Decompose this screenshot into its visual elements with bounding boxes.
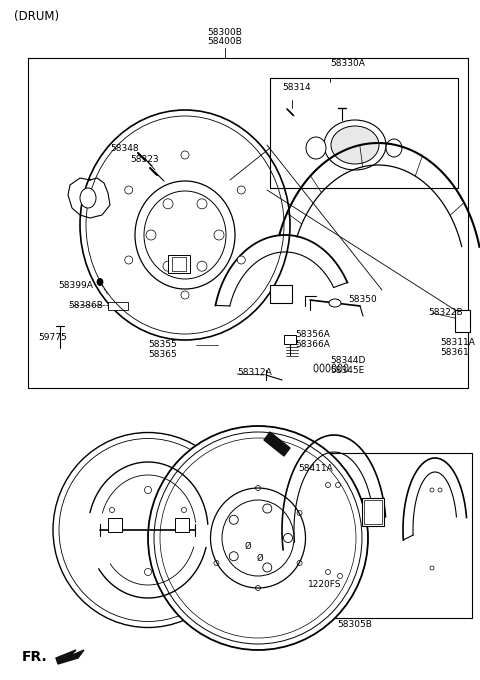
Ellipse shape [331,126,379,164]
Text: 58330A: 58330A [330,59,365,68]
Ellipse shape [263,563,272,572]
Polygon shape [264,432,290,456]
Text: 58322B: 58322B [428,308,463,317]
Text: 58312A: 58312A [237,368,272,377]
Ellipse shape [306,137,326,159]
Text: 58323: 58323 [130,155,158,164]
Ellipse shape [125,186,132,194]
Ellipse shape [229,551,238,561]
Ellipse shape [181,151,189,159]
Ellipse shape [237,256,245,264]
Text: 58348: 58348 [110,144,139,153]
Ellipse shape [329,299,341,307]
Bar [455,310,470,332]
Text: 58345E: 58345E [330,366,364,375]
Text: 58411A: 58411A [298,464,333,473]
Ellipse shape [80,188,96,208]
Ellipse shape [148,426,368,650]
Ellipse shape [125,256,132,264]
Text: 58366A: 58366A [295,340,330,349]
Ellipse shape [237,186,245,194]
Text: 1220FS: 1220FS [308,580,341,589]
Ellipse shape [229,515,238,524]
Text: 58314: 58314 [282,83,311,92]
Bar [108,302,128,310]
Text: 58300B: 58300B [207,28,242,37]
Text: 58344D: 58344D [330,356,365,365]
Ellipse shape [324,120,386,170]
Bar [362,498,384,526]
Bar [270,78,458,188]
Text: 58386B: 58386B [68,301,103,309]
Text: 58305B: 58305B [337,620,372,629]
Bar [364,500,382,524]
Ellipse shape [163,261,173,271]
Bar [290,453,472,618]
Ellipse shape [53,432,243,628]
Text: 58355: 58355 [148,340,177,349]
Text: FR.: FR. [22,650,48,664]
Text: (DRUM): (DRUM) [14,10,59,23]
Ellipse shape [146,230,156,240]
Text: 58399A: 58399A [58,280,93,290]
Ellipse shape [214,230,224,240]
Text: 59775: 59775 [38,333,67,343]
Bar [284,335,296,344]
Ellipse shape [197,199,207,209]
Ellipse shape [211,488,305,588]
Text: 58350: 58350 [348,295,377,304]
Bar [28,58,468,388]
Text: Ø: Ø [245,541,252,551]
Bar [270,285,292,303]
Polygon shape [56,650,84,664]
Ellipse shape [80,110,290,340]
Text: 58356A: 58356A [295,330,330,339]
Bar [175,518,189,532]
Ellipse shape [197,261,207,271]
Ellipse shape [97,279,103,286]
Text: 58365: 58365 [148,350,177,359]
Bar [168,255,190,273]
Text: 58361: 58361 [440,348,469,357]
Ellipse shape [263,504,272,513]
Ellipse shape [163,199,173,209]
Ellipse shape [181,291,189,299]
Ellipse shape [386,139,402,157]
Text: Ø: Ø [257,554,264,562]
Bar [108,518,122,532]
Text: 58311A: 58311A [440,338,475,347]
Ellipse shape [135,181,235,289]
Bar [172,257,186,271]
Text: 58400B: 58400B [208,37,242,46]
Ellipse shape [284,534,292,543]
